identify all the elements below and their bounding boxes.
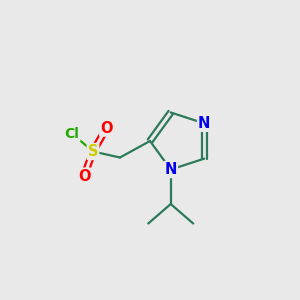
Text: O: O	[100, 121, 113, 136]
Text: O: O	[78, 169, 90, 184]
Text: N: N	[164, 162, 177, 177]
Text: S: S	[88, 144, 98, 159]
Text: N: N	[198, 116, 211, 131]
Text: Cl: Cl	[64, 127, 80, 140]
